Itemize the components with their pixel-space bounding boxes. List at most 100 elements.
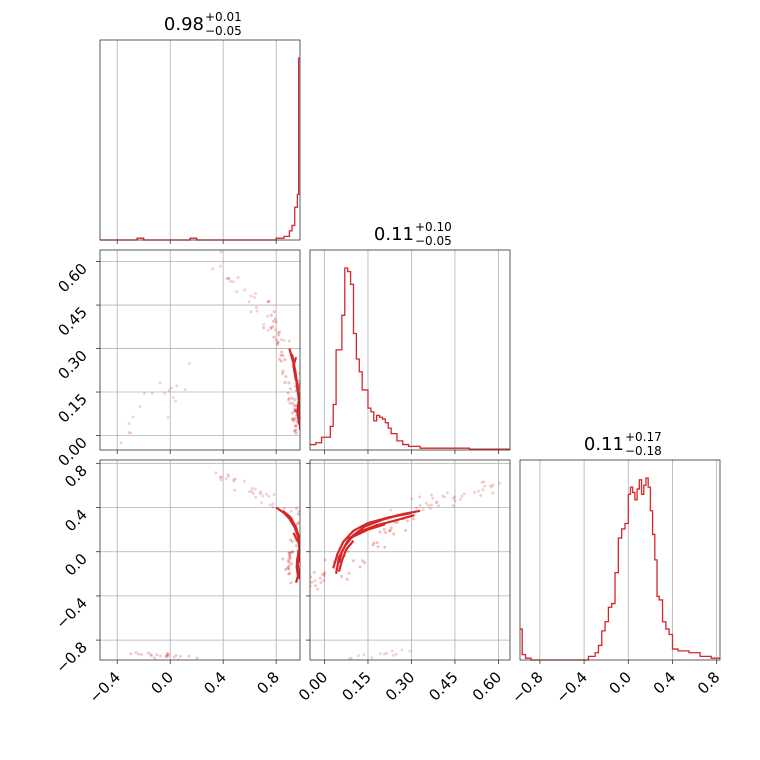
sample-point bbox=[287, 554, 291, 558]
sample-point bbox=[363, 561, 367, 565]
sample-point bbox=[405, 519, 409, 523]
sample-point bbox=[375, 541, 379, 545]
sample-point bbox=[293, 407, 297, 411]
sample-point bbox=[278, 330, 282, 334]
tick-label-x: 0.0 bbox=[147, 668, 177, 698]
sample-point bbox=[224, 477, 228, 481]
sample-point bbox=[294, 428, 298, 432]
panel-background bbox=[100, 460, 300, 660]
sample-point bbox=[227, 474, 231, 478]
sample-point bbox=[146, 651, 150, 655]
sample-point bbox=[276, 341, 280, 345]
panel-frame bbox=[99, 249, 301, 451]
panel-background bbox=[100, 250, 300, 450]
sample-point bbox=[129, 652, 133, 656]
sample-point bbox=[175, 384, 179, 388]
sample-point bbox=[249, 310, 253, 314]
sample-point bbox=[287, 564, 291, 568]
sample-point bbox=[285, 566, 289, 570]
sample-point bbox=[362, 653, 366, 657]
sample-point bbox=[158, 381, 162, 385]
sample-point bbox=[164, 654, 168, 658]
sample-point bbox=[352, 559, 356, 563]
sample-point bbox=[142, 392, 146, 396]
sample-point bbox=[462, 492, 466, 496]
sample-point bbox=[171, 395, 175, 399]
sample-point bbox=[293, 409, 297, 413]
sample-point bbox=[415, 506, 419, 510]
sample-point bbox=[459, 498, 463, 502]
sample-point bbox=[298, 382, 300, 386]
sample-point bbox=[247, 300, 251, 304]
sample-point bbox=[294, 544, 298, 548]
histogram-step bbox=[100, 57, 300, 241]
sample-point bbox=[233, 488, 237, 492]
sample-point bbox=[276, 341, 280, 345]
sample-point bbox=[287, 551, 291, 555]
sample-point bbox=[480, 480, 484, 484]
sample-point bbox=[286, 391, 290, 395]
sample-point bbox=[361, 559, 365, 563]
sample-point bbox=[292, 419, 296, 423]
sample-point bbox=[356, 654, 360, 658]
title-upper-error: +0.10 bbox=[415, 220, 452, 234]
sample-point bbox=[267, 494, 271, 498]
sample-point bbox=[137, 652, 141, 656]
sample-point bbox=[174, 399, 178, 403]
sample-point bbox=[274, 320, 278, 324]
sample-point bbox=[150, 391, 154, 395]
sample-point bbox=[273, 328, 277, 332]
sample-point bbox=[275, 338, 279, 342]
sample-point bbox=[266, 328, 270, 332]
sample-point bbox=[429, 503, 433, 507]
sample-point bbox=[293, 403, 297, 407]
sample-point bbox=[266, 300, 270, 304]
sample-point bbox=[288, 554, 292, 558]
tick-label-y: 0.30 bbox=[54, 347, 90, 383]
sample-point bbox=[134, 651, 138, 655]
sample-point bbox=[286, 565, 290, 569]
sample-point bbox=[428, 507, 432, 511]
sample-point bbox=[294, 408, 298, 412]
title-param-1: 0.98 +0.01 −0.05 bbox=[164, 10, 242, 38]
contour-line bbox=[294, 557, 300, 584]
sample-point bbox=[294, 424, 298, 428]
sample-point bbox=[260, 501, 264, 505]
sample-point bbox=[371, 543, 375, 547]
sample-point bbox=[291, 417, 295, 421]
sample-point bbox=[272, 319, 276, 323]
scatter-panel-param2-vs-param3: 0.00 0.15 0.30 0.45 0.60 bbox=[295, 459, 511, 704]
sample-point bbox=[382, 652, 386, 656]
title-median: 0.98 bbox=[164, 14, 204, 35]
sample-point bbox=[283, 381, 287, 385]
sample-point bbox=[183, 388, 187, 392]
title-param-3: 0.11 +0.17 −0.18 bbox=[584, 430, 662, 458]
sample-point bbox=[174, 653, 178, 657]
sample-point bbox=[312, 570, 316, 574]
sample-point bbox=[460, 494, 464, 498]
sample-point bbox=[226, 473, 230, 477]
sample-point bbox=[435, 500, 439, 504]
sample-point bbox=[149, 652, 153, 656]
sample-point bbox=[431, 496, 435, 500]
sample-point bbox=[214, 244, 217, 247]
panel-content bbox=[129, 471, 300, 660]
sample-point bbox=[389, 508, 393, 512]
sample-point bbox=[400, 648, 404, 652]
sample-point bbox=[490, 485, 494, 489]
tick-label-y: 0.4 bbox=[61, 506, 91, 536]
sample-point bbox=[349, 656, 353, 660]
sample-point bbox=[281, 354, 285, 358]
sample-point bbox=[232, 479, 236, 483]
sample-point bbox=[290, 411, 294, 415]
panel-frame bbox=[99, 39, 301, 241]
sample-point bbox=[282, 506, 286, 510]
panel-frame bbox=[99, 459, 301, 661]
tick-label-x: −0.4 bbox=[86, 668, 124, 706]
sample-point bbox=[394, 652, 398, 656]
sample-point bbox=[288, 401, 292, 405]
sample-point bbox=[225, 276, 229, 280]
sample-point bbox=[275, 343, 279, 347]
sample-point bbox=[293, 417, 297, 421]
sample-point bbox=[316, 587, 320, 591]
